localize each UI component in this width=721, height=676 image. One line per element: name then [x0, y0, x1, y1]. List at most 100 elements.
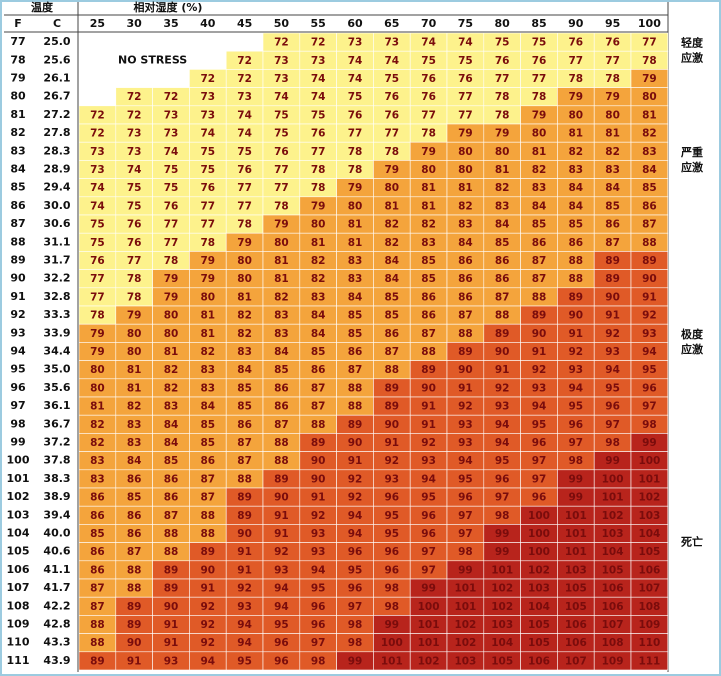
cell-value: 85 — [642, 182, 657, 194]
cell-value: 84 — [348, 291, 363, 303]
cell-value: 79 — [642, 73, 657, 85]
cell-value: 91 — [311, 492, 326, 504]
f-value: 90 — [10, 272, 26, 285]
cell-value: 105 — [565, 583, 587, 595]
cell-value: 99 — [495, 546, 510, 558]
cell-value: 86 — [90, 510, 105, 522]
cell-value: 86 — [237, 419, 252, 431]
cell-value: 80 — [237, 273, 252, 285]
cell-value: 96 — [348, 583, 363, 595]
cell-value: 78 — [348, 146, 363, 158]
c-value: 28.3 — [43, 144, 70, 157]
cell-value: 80 — [127, 328, 142, 340]
cell-value: 75 — [200, 164, 215, 176]
f-value: 82 — [10, 126, 25, 139]
cell-value: 102 — [638, 492, 660, 504]
cell-value: 86 — [348, 346, 363, 358]
cell-value: 77 — [348, 128, 363, 140]
cell-value: 91 — [127, 655, 142, 667]
cell-value: 85 — [421, 255, 436, 267]
cell-value: 92 — [348, 492, 363, 504]
cell-value: 106 — [602, 583, 624, 595]
cell-value: 88 — [200, 528, 215, 540]
f-value: 84 — [10, 163, 26, 176]
cell-value: 111 — [638, 655, 660, 667]
humidity-value: 40 — [200, 17, 216, 30]
cell-value: 90 — [605, 291, 620, 303]
cell-value: 83 — [311, 291, 326, 303]
cell-value: 75 — [127, 182, 142, 194]
cell-value: 102 — [454, 637, 476, 649]
cell-value: 79 — [200, 255, 215, 267]
cell-value: 74 — [90, 200, 105, 212]
c-value: 43.3 — [43, 636, 70, 649]
cell-value: 94 — [274, 583, 289, 595]
cell-value: 91 — [384, 437, 399, 449]
cell-value: 92 — [274, 546, 289, 558]
cell-value: 86 — [127, 473, 142, 485]
cell-value: 86 — [311, 364, 326, 376]
cell-value: 80 — [348, 200, 363, 212]
cell-value: 100 — [638, 455, 660, 467]
cell-value: 92 — [348, 473, 363, 485]
cell-value: 93 — [164, 655, 179, 667]
f-value: 88 — [10, 235, 25, 248]
f-value: 92 — [10, 308, 25, 321]
c-value: 26.1 — [43, 72, 70, 85]
cell-value: 82 — [495, 182, 510, 194]
cell-value: 77 — [274, 164, 289, 176]
cell-value: 81 — [237, 291, 252, 303]
cell-value: 76 — [90, 255, 105, 267]
cell-value: 100 — [528, 546, 550, 558]
c-value: 38.9 — [43, 490, 70, 503]
cell-value: 83 — [200, 382, 215, 394]
cell-value: 87 — [274, 419, 289, 431]
cell-value: 80 — [568, 109, 583, 121]
cell-value: 81 — [642, 109, 657, 121]
cell-value: 85 — [421, 273, 436, 285]
cell-value: 76 — [274, 146, 289, 158]
f-value: 96 — [10, 381, 26, 394]
c-value: 36.1 — [43, 399, 70, 412]
cell-value: 96 — [605, 401, 620, 413]
cell-value: 99 — [348, 655, 363, 667]
cell-value: 98 — [605, 437, 620, 449]
cell-value: 98 — [495, 510, 510, 522]
cell-value: 90 — [274, 492, 289, 504]
cell-value: 80 — [274, 237, 289, 249]
f-value: 95 — [10, 363, 25, 376]
cell-value: 80 — [458, 146, 473, 158]
cell-value: 95 — [458, 473, 473, 485]
cell-value: 98 — [458, 546, 473, 558]
zone-label: 极度 — [681, 327, 704, 341]
cell-value: 104 — [491, 637, 513, 649]
cell-value: 79 — [384, 164, 399, 176]
cell-value: 72 — [237, 73, 252, 85]
cell-value: 77 — [90, 291, 105, 303]
cell-value: 95 — [384, 528, 399, 540]
c-value: 40.6 — [43, 545, 70, 558]
c-value: 42.2 — [43, 599, 70, 612]
cell-value: 93 — [642, 328, 657, 340]
cell-value: 91 — [274, 510, 289, 522]
cell-value: 90 — [532, 328, 547, 340]
cell-value: 89 — [642, 255, 657, 267]
cell-value: 89 — [127, 619, 142, 631]
c-value: 35.0 — [43, 363, 70, 376]
cell-value: 96 — [274, 655, 289, 667]
cell-value: 79 — [164, 291, 179, 303]
cell-value: 79 — [200, 273, 215, 285]
cell-value: 76 — [605, 37, 620, 49]
cell-value: 73 — [90, 164, 105, 176]
cell-value: 77 — [458, 91, 473, 103]
cell-value: 83 — [348, 255, 363, 267]
cell-value: 93 — [605, 346, 620, 358]
cell-value: 103 — [638, 510, 660, 522]
cell-value: 73 — [90, 146, 105, 158]
cell-value: 81 — [348, 237, 363, 249]
cell-value: 85 — [348, 310, 363, 322]
f-value: 94 — [10, 345, 26, 358]
cell-value: 78 — [384, 146, 399, 158]
cell-value: 85 — [164, 455, 179, 467]
cell-value: 102 — [491, 583, 513, 595]
